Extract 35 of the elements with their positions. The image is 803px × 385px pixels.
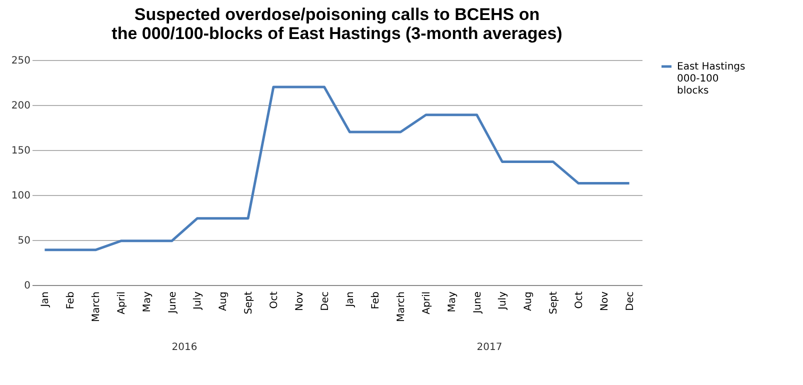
x-tick-label: June bbox=[472, 292, 484, 314]
x-tick-label: Aug bbox=[523, 292, 534, 312]
x-tick-label: Feb bbox=[66, 292, 77, 310]
x-tick-label: Jan bbox=[345, 292, 356, 308]
text: 2017 bbox=[476, 342, 502, 353]
x-tick-label: Aug bbox=[218, 292, 230, 312]
x-tick-label: May bbox=[446, 291, 458, 312]
x-tick-label: Jan bbox=[40, 292, 52, 308]
x-tick-label: Dec bbox=[320, 292, 331, 311]
y-tick-label: 150 bbox=[11, 146, 30, 156]
x-tick-label: July bbox=[192, 291, 204, 310]
text: 2016 bbox=[172, 342, 198, 353]
x-tick-label: April bbox=[421, 292, 432, 314]
x-tick-label: Dec bbox=[624, 292, 636, 311]
x-tick-label: June bbox=[167, 292, 178, 314]
y-tick-label: 50 bbox=[18, 236, 30, 246]
x-tick-label: Nov bbox=[294, 291, 306, 312]
chart-title: Suspected overdose/poisoning calls to BCEHS on the 000/100-blocks of East Hastings (3-month averages) bbox=[112, 5, 562, 43]
x-tick-label: Feb bbox=[370, 292, 382, 310]
line-series bbox=[43, 86, 631, 252]
x-tick-label: March bbox=[91, 292, 102, 322]
x-tick-label: Sept bbox=[244, 291, 255, 314]
x-tick-label: Nov bbox=[599, 291, 610, 312]
x-tick-label: March bbox=[396, 292, 408, 322]
x-tick-label: Oct bbox=[268, 291, 280, 309]
x-tick-label: May bbox=[142, 291, 153, 312]
y-tick-label: 200 bbox=[11, 100, 30, 112]
x-tick-label: April bbox=[116, 292, 128, 314]
y-tick-label: 100 bbox=[11, 190, 30, 202]
x-tick-label: Oct bbox=[574, 291, 585, 309]
y-tick-label: 250 bbox=[11, 56, 30, 66]
legend-label: East Hastings 000-100 blocks bbox=[677, 62, 746, 96]
x-tick-label: July bbox=[498, 291, 509, 310]
y-tick-label: 0 bbox=[24, 280, 30, 292]
x-tick-label: Sept bbox=[548, 291, 560, 314]
